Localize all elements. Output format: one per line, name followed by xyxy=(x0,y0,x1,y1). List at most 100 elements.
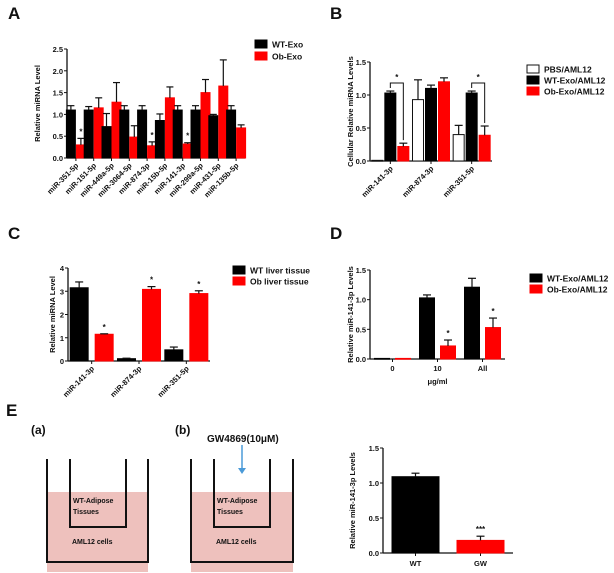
significance-bracket xyxy=(471,82,486,124)
significance-mark: * xyxy=(79,127,83,136)
significance-mark: *** xyxy=(476,525,486,534)
legend-swatch xyxy=(529,273,543,283)
significance-mark: * xyxy=(491,307,495,316)
legend-label: Ob-Exo/AML12 xyxy=(547,285,608,295)
insert-a-outline xyxy=(69,459,127,528)
bar xyxy=(137,109,148,159)
bar xyxy=(419,297,435,360)
significance-mark: * xyxy=(186,132,190,141)
y-tick-label: 1.5 xyxy=(356,266,366,275)
significance-mark: * xyxy=(197,280,201,289)
well-b-outline xyxy=(190,459,294,563)
x-tick-label: miR-141-3p xyxy=(61,364,96,399)
legend-swatch xyxy=(526,86,540,96)
y-tick-label: 1.0 xyxy=(53,110,63,119)
legend-label: WT-Exo/AML12 xyxy=(544,76,606,86)
inhibitor-label: GW4869(10μM) xyxy=(207,434,279,445)
x-axis-label: μg/ml xyxy=(427,377,447,386)
well-b-label: AML12 cells xyxy=(216,539,257,546)
panel-label-d: D xyxy=(330,224,343,243)
y-axis-label: Relative miR-141-3p Levels xyxy=(348,452,357,549)
panel-label-b: B xyxy=(330,4,343,23)
bar xyxy=(142,288,161,362)
legend-swatch xyxy=(254,39,268,49)
bar xyxy=(395,357,411,360)
insert-b-label-1: WT-Adipose xyxy=(217,498,258,505)
y-axis-label: Relative miRNA Level xyxy=(33,65,42,142)
y-tick-label: 2.5 xyxy=(53,45,63,54)
bar xyxy=(119,109,130,159)
bar xyxy=(164,349,184,362)
legend-label: PBS/AML12 xyxy=(544,65,592,75)
insert-b-outline xyxy=(213,459,271,528)
diagram-a-label: (a) xyxy=(31,423,46,437)
x-tick-label: 10 xyxy=(433,364,441,373)
legend-swatch xyxy=(232,276,246,286)
panel-label-e: E xyxy=(6,401,18,420)
bar xyxy=(425,87,437,162)
y-tick-label: 3 xyxy=(60,287,64,296)
bar xyxy=(384,92,397,162)
legend-swatch xyxy=(526,75,540,85)
legend-swatch xyxy=(529,284,543,294)
y-axis-label: Cellular Relative miRNA Levels xyxy=(346,56,355,167)
panel-label-c: C xyxy=(8,224,21,243)
y-tick-label: 0.0 xyxy=(356,355,366,364)
y-tick-label: 0.0 xyxy=(53,154,63,163)
insert-a-label-1: WT-Adipose xyxy=(73,498,114,505)
x-tick-label: 0 xyxy=(390,364,394,373)
diagram-b-label: (b) xyxy=(175,423,190,437)
y-tick-label: 2.0 xyxy=(53,67,63,76)
well-a-label: AML12 cells xyxy=(72,539,113,546)
y-tick-label: 1.0 xyxy=(356,91,366,100)
bar xyxy=(464,286,480,360)
well-a-outline xyxy=(46,459,149,563)
bar xyxy=(65,109,76,159)
bar xyxy=(154,120,165,159)
legend-label: Ob-Exo xyxy=(272,52,302,62)
bar xyxy=(190,109,201,159)
y-tick-label: 1.5 xyxy=(356,58,366,67)
legend-swatch xyxy=(232,265,246,275)
x-tick-label: WT xyxy=(410,559,422,568)
medium-b xyxy=(191,492,293,572)
bar xyxy=(226,109,237,159)
y-tick-label: 0.0 xyxy=(369,549,379,558)
y-tick-label: 1.5 xyxy=(369,444,379,453)
y-axis-label: Relative miR-141-3p Levels xyxy=(346,266,355,363)
bar xyxy=(440,345,456,360)
legend-label: WT-Exo xyxy=(272,40,303,50)
y-tick-label: 0.0 xyxy=(356,157,366,166)
chart-e: 0.0 0.5 1.0 1.5 Relative miR-141-3p Levels WT… xyxy=(348,444,513,568)
bar xyxy=(83,109,94,159)
insert-b-label-2: Tissues xyxy=(217,509,243,516)
bar xyxy=(189,293,209,362)
legend-label: WT liver tissue xyxy=(250,266,310,276)
y-tick-label: 0.5 xyxy=(369,514,379,523)
x-tick-label: miR-351-5p xyxy=(156,364,191,399)
medium-a xyxy=(47,492,148,572)
panel-label-a: A xyxy=(8,4,21,23)
x-tick-label: miR-141-3p xyxy=(360,164,395,199)
legend-swatch xyxy=(526,64,540,74)
y-tick-label: 1.5 xyxy=(53,89,63,98)
insert-a-label-2: Tissues xyxy=(73,509,99,516)
significance-mark: * xyxy=(151,131,155,140)
y-axis-label: Relative miRNA Level xyxy=(48,276,57,353)
significance-mark: * xyxy=(446,329,450,338)
x-tick-label: miR-351-5p xyxy=(441,164,476,199)
significance-mark: * xyxy=(103,323,107,332)
y-tick-label: 0.5 xyxy=(356,124,366,133)
bar xyxy=(101,126,112,159)
y-tick-label: 0.5 xyxy=(356,325,366,334)
y-tick-label: 1.0 xyxy=(369,479,379,488)
transwell-diagram: (a) (b) GW4869(10μM) WT-Adipose Tissues … xyxy=(31,423,294,572)
bar xyxy=(172,109,183,159)
y-tick-label: 0.5 xyxy=(53,132,63,141)
bar xyxy=(397,145,410,162)
